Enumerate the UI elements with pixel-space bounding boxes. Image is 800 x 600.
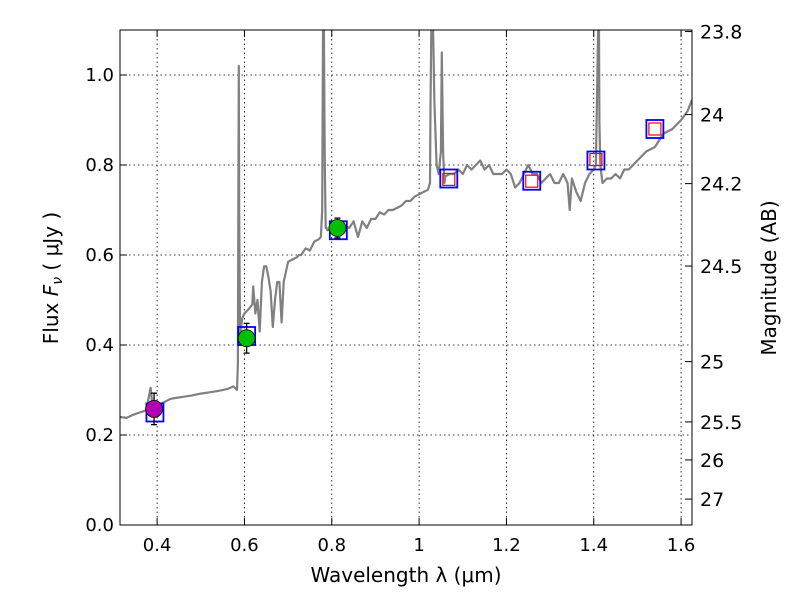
upper-limit-square [589, 153, 603, 167]
mag-tick-label: 27 [700, 489, 724, 511]
x-axis-label: Wavelength λ (μm) [310, 563, 501, 587]
model-photometry-square [586, 150, 606, 171]
plot-area [120, 30, 692, 426]
observed-point [237, 329, 256, 348]
plot-frame [119, 29, 693, 526]
mag-tick-label: 24.5 [700, 256, 742, 278]
model-photometry-square [439, 168, 459, 189]
y-tick-label: 0.2 [85, 425, 114, 446]
x-tick-label: 0.8 [317, 535, 346, 556]
upper-limit-square [525, 174, 539, 188]
y-tick-label: 1.0 [85, 65, 114, 86]
axes: 0.4 0.6 0.8 1 1.2 1.4 1.6 0.0 0.2 0.4 0.6 0.8 1.0 23.… [85, 22, 742, 556]
x-tick-label: 1.4 [579, 535, 608, 556]
mag-tick-label: 24.2 [700, 174, 742, 196]
mag-tick-label: 25 [700, 352, 724, 374]
mag-tick-label: 26 [700, 450, 724, 472]
x-tick-label: 1 [413, 535, 424, 556]
y-tick-label: 0.8 [85, 155, 114, 176]
y-axis-label: Flux Fν ( μJy ) [39, 212, 66, 344]
y2-axis-label: Magnitude (AB) [757, 200, 781, 355]
x-tick-label: 0.4 [143, 535, 172, 556]
upper-limit-square [648, 122, 662, 136]
observed-point [145, 399, 163, 418]
y-tick-label: 0.6 [85, 245, 114, 266]
mag-tick-label: 25.5 [700, 412, 742, 434]
mag-tick-label: 24 [700, 105, 724, 127]
y-tick-label: 0.0 [85, 515, 114, 536]
model-photometry-square [645, 119, 665, 139]
upper-limit-square [442, 172, 456, 186]
mag-tick-label: 23.8 [700, 22, 742, 44]
x-tick-label: 1.2 [492, 535, 521, 556]
observed-point [328, 219, 347, 237]
grid [120, 30, 692, 526]
x-tick-label: 1.6 [667, 535, 696, 556]
y-tick-label: 0.4 [85, 335, 114, 356]
spectrum-line [120, 30, 692, 419]
model-photometry-square [522, 170, 542, 191]
x-tick-label: 0.6 [230, 535, 259, 556]
